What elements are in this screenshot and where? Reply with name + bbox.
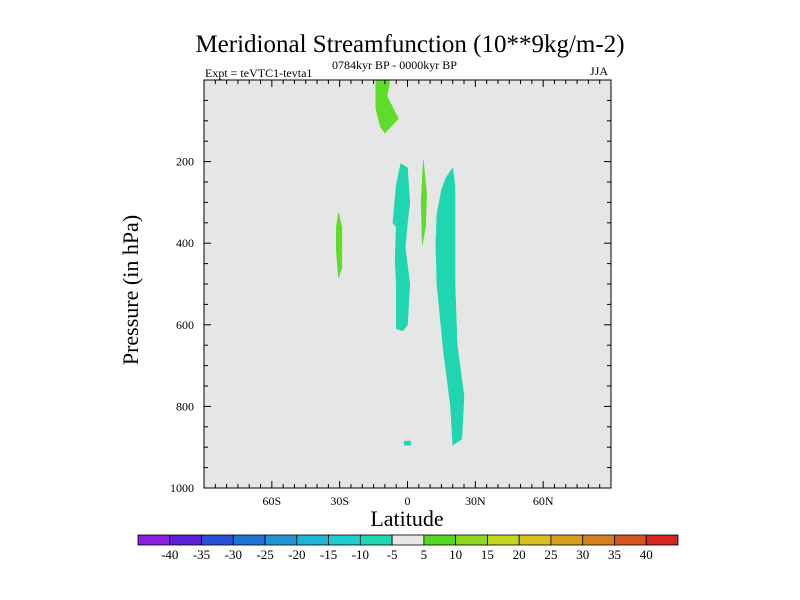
x-tick-label: 60S [262,494,281,508]
contour-region-negative-10-5-equator [392,163,411,332]
colorbar-swatch [518,534,552,546]
colorbar-label: -30 [225,547,242,562]
contour-region-negative-10-5-20n [435,167,465,446]
colorbar-label: -20 [288,547,305,562]
colorbar-label: 35 [608,547,621,562]
colorbar-label: -40 [161,547,178,562]
colorbar-swatch [232,534,266,546]
colorbar-label: -25 [256,547,273,562]
colorbar-swatch [137,534,171,546]
colorbar-label: 30 [576,547,589,562]
contour-region-negative-10-5-surface-speck [403,440,412,446]
colorbar-label: 25 [544,547,557,562]
colorbar-swatch [614,534,647,546]
contour-regions [336,79,465,446]
colorbar-swatch [487,534,520,546]
colorbar-label: -15 [320,547,337,562]
x-tick-label: 0 [405,494,411,508]
colorbar-label: 20 [513,547,526,562]
colorbar-label: 10 [449,547,462,562]
y-tick-label: 1000 [170,481,194,495]
y-axis-label: Pressure (in hPa) [118,215,143,365]
x-tick-label: 30N [465,494,486,508]
contour-region-positive-5-10-30s [336,212,343,278]
axis-ticks: 60S 30S 0 30N 60N 200 400 600 800 1000 [170,80,611,508]
colorbar-swatch [296,534,329,546]
x-axis-label: Latitude [370,506,443,531]
y-tick-label: 400 [176,236,194,250]
colorbar-label: 15 [481,547,494,562]
experiment-label: Expt = teVTC1-tevta1 [205,66,312,80]
colorbar-label: -35 [193,547,210,562]
contour-region-positive-5-10-8n [420,159,427,246]
colorbar-swatch [423,534,457,546]
colorbar-swatch [264,534,298,546]
colorbar-label: -5 [387,547,398,562]
colorbar-swatch [201,534,234,546]
colorbar-swatch [550,534,584,546]
y-tick-label: 800 [176,399,194,413]
season-label: JJA [590,64,608,78]
x-tick-label: 30S [330,494,349,508]
contour-region-positive-5-10-upper-30s [375,79,399,134]
colorbar-label: 5 [421,547,428,562]
colorbar-swatch [169,534,202,546]
colorbar-swatch [391,534,425,546]
period-label: 0784kyr BP - 0000kyr BP [332,58,457,72]
colorbar-swatch [455,534,488,546]
colorbar-swatch [359,534,393,546]
colorbar-label: -10 [352,547,369,562]
colorbar-label: 40 [640,547,653,562]
x-tick-label: 60N [533,494,554,508]
colorbar: -40 -35 -30 -25 -20 -15 -10 -5 5 10 15 20 25 30 35 40 [137,534,679,562]
colorbar-swatch [582,534,615,546]
y-tick-label: 600 [176,318,194,332]
y-tick-label: 200 [176,155,194,169]
chart-title: Meridional Streamfunction (10**9kg/m-2) [195,31,624,58]
colorbar-swatch [645,534,679,546]
colorbar-swatch [328,534,361,546]
